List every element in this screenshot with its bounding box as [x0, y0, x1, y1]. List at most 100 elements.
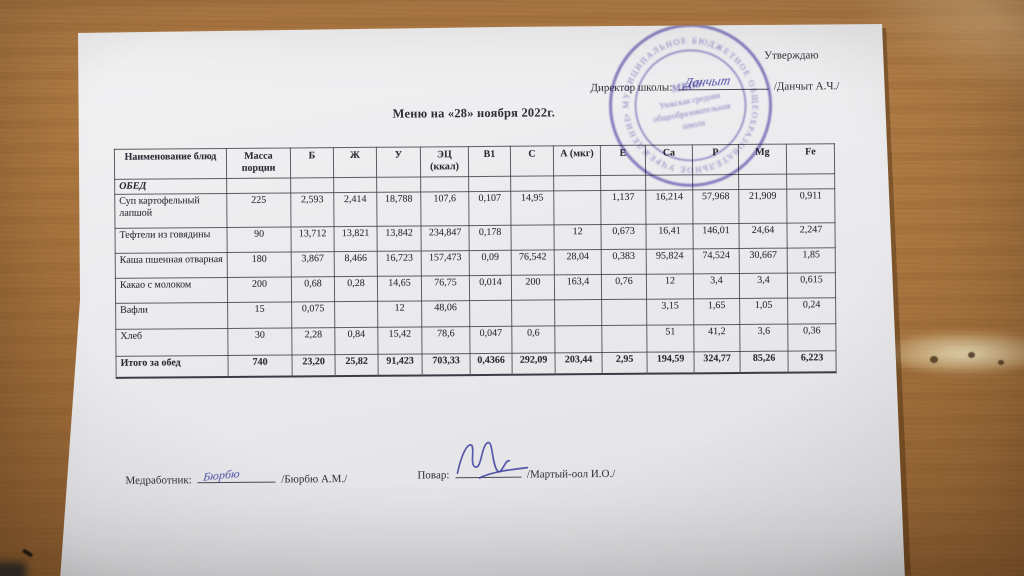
column-header: Наименование блюд [114, 148, 227, 180]
dish-value: 24,64 [738, 222, 788, 249]
dish-value: 107,6 [420, 191, 469, 226]
total-value: 2,95 [601, 351, 648, 375]
medic-name: /Бюрбю А.М./ [281, 473, 348, 486]
empty-cell [510, 175, 554, 192]
dish-value: 1,85 [787, 247, 836, 273]
total-value: 703,33 [421, 353, 471, 376]
total-value: 0,4366 [469, 353, 513, 376]
approve-label: Утверждаю [764, 49, 819, 62]
corner-shadow [0, 562, 26, 576]
dish-value: 0,047 [469, 326, 512, 354]
dish-value: 2,414 [333, 192, 377, 227]
dish-value: 0,09 [469, 250, 512, 276]
dish-value: 0,615 [787, 272, 836, 298]
dish-value: 2,593 [290, 192, 334, 227]
empty-cell [692, 174, 739, 190]
empty-cell [290, 177, 334, 193]
total-value: 740 [228, 354, 293, 378]
dish-value: 95,824 [646, 248, 694, 274]
light-glare [880, 332, 1024, 374]
total-value: 23,20 [292, 354, 336, 377]
dish-value: 13,821 [333, 226, 378, 252]
total-value: 91,423 [378, 353, 423, 377]
dish-value: 0,76 [601, 273, 647, 300]
dish-value: 8,466 [334, 251, 378, 277]
total-value: 324,77 [693, 351, 741, 374]
dish-value: 0,911 [786, 188, 835, 223]
debris-speck [21, 548, 34, 558]
column-header: В1 [468, 146, 511, 177]
dish-value: 76,75 [421, 275, 470, 301]
dish-value: 2,247 [786, 222, 836, 248]
dish-value: 0,36 [787, 323, 836, 351]
medic-label: Медработник: [125, 474, 192, 487]
dish-value: 146,01 [692, 223, 740, 249]
dish-value [601, 324, 647, 353]
dish-value: 3,6 [739, 323, 788, 352]
empty-cell [553, 175, 601, 191]
empty-cell [468, 176, 511, 192]
cook-signature-flourish [456, 441, 528, 479]
dish-value: 234,847 [420, 225, 470, 251]
director-signature-line: Данчыт [678, 73, 769, 91]
total-label: Итого за обед [116, 355, 229, 379]
dish-value: 0,383 [601, 248, 647, 275]
column-header: Р [692, 144, 739, 175]
wood-scuff [930, 356, 938, 363]
total-value: 203,44 [554, 352, 603, 375]
dish-value: 1,137 [600, 189, 646, 225]
dish-value: 78,6 [421, 326, 470, 354]
dish-value [510, 224, 555, 251]
dish-value: 225 [226, 192, 291, 228]
section-label: ОБЕД [114, 178, 227, 195]
dish-value: 15 [227, 301, 292, 329]
dish-value: 13,842 [376, 225, 422, 252]
dish-value: 14,65 [377, 275, 422, 302]
dish-name: Тефтели из говядины [115, 227, 228, 254]
column-header: Масса порции [226, 147, 291, 179]
dish-value: 0,84 [334, 327, 379, 355]
column-header: ЭЦ (ккал) [420, 146, 469, 177]
dish-value: 16,723 [377, 250, 422, 277]
director-signature-row: Директор школы: Данчыт /Данчыт А.Ч./ [590, 73, 839, 94]
dish-value: 1,05 [739, 297, 788, 325]
column-header: Fe [786, 143, 835, 175]
dish-value: 163,4 [554, 274, 602, 300]
column-header: У [376, 146, 421, 178]
dish-value: 15,42 [377, 326, 422, 355]
empty-cell [333, 177, 377, 193]
empty-cell [600, 175, 646, 191]
dish-value: 12 [553, 224, 602, 250]
column-header: С [510, 145, 554, 177]
empty-cell [786, 173, 835, 189]
cook-name: /Мартый-оол И.О./ [526, 467, 616, 481]
dish-value: 0,68 [291, 276, 335, 302]
dish-value: 48,06 [421, 300, 470, 327]
empty-cell [420, 176, 469, 192]
dish-value: 3,15 [646, 298, 694, 325]
wood-scuff [998, 360, 1004, 365]
cook-signature-line [455, 441, 528, 479]
dish-value: 28,04 [554, 249, 602, 275]
total-value: 194,59 [646, 351, 695, 374]
dish-value: 200 [227, 276, 292, 303]
dish-value: 157,473 [421, 250, 470, 276]
dish-value: 18,788 [376, 191, 421, 227]
empty-cell [376, 176, 421, 193]
dish-value [601, 298, 647, 326]
dish-value [511, 299, 555, 327]
dish-value: 0,673 [600, 223, 647, 250]
dish-name: Суп картофельный лапшой [114, 193, 227, 229]
column-header: А (мкг) [553, 145, 601, 176]
total-value: 6,223 [787, 350, 837, 373]
dish-value: 12 [646, 273, 694, 299]
total-value: 25,82 [335, 354, 379, 377]
dish-value [554, 299, 602, 326]
dish-value: 3,4 [693, 273, 740, 299]
dish-value [554, 325, 602, 353]
dish-value: 76,542 [511, 249, 555, 276]
dish-value [334, 301, 378, 328]
dish-value: 51 [646, 324, 694, 352]
